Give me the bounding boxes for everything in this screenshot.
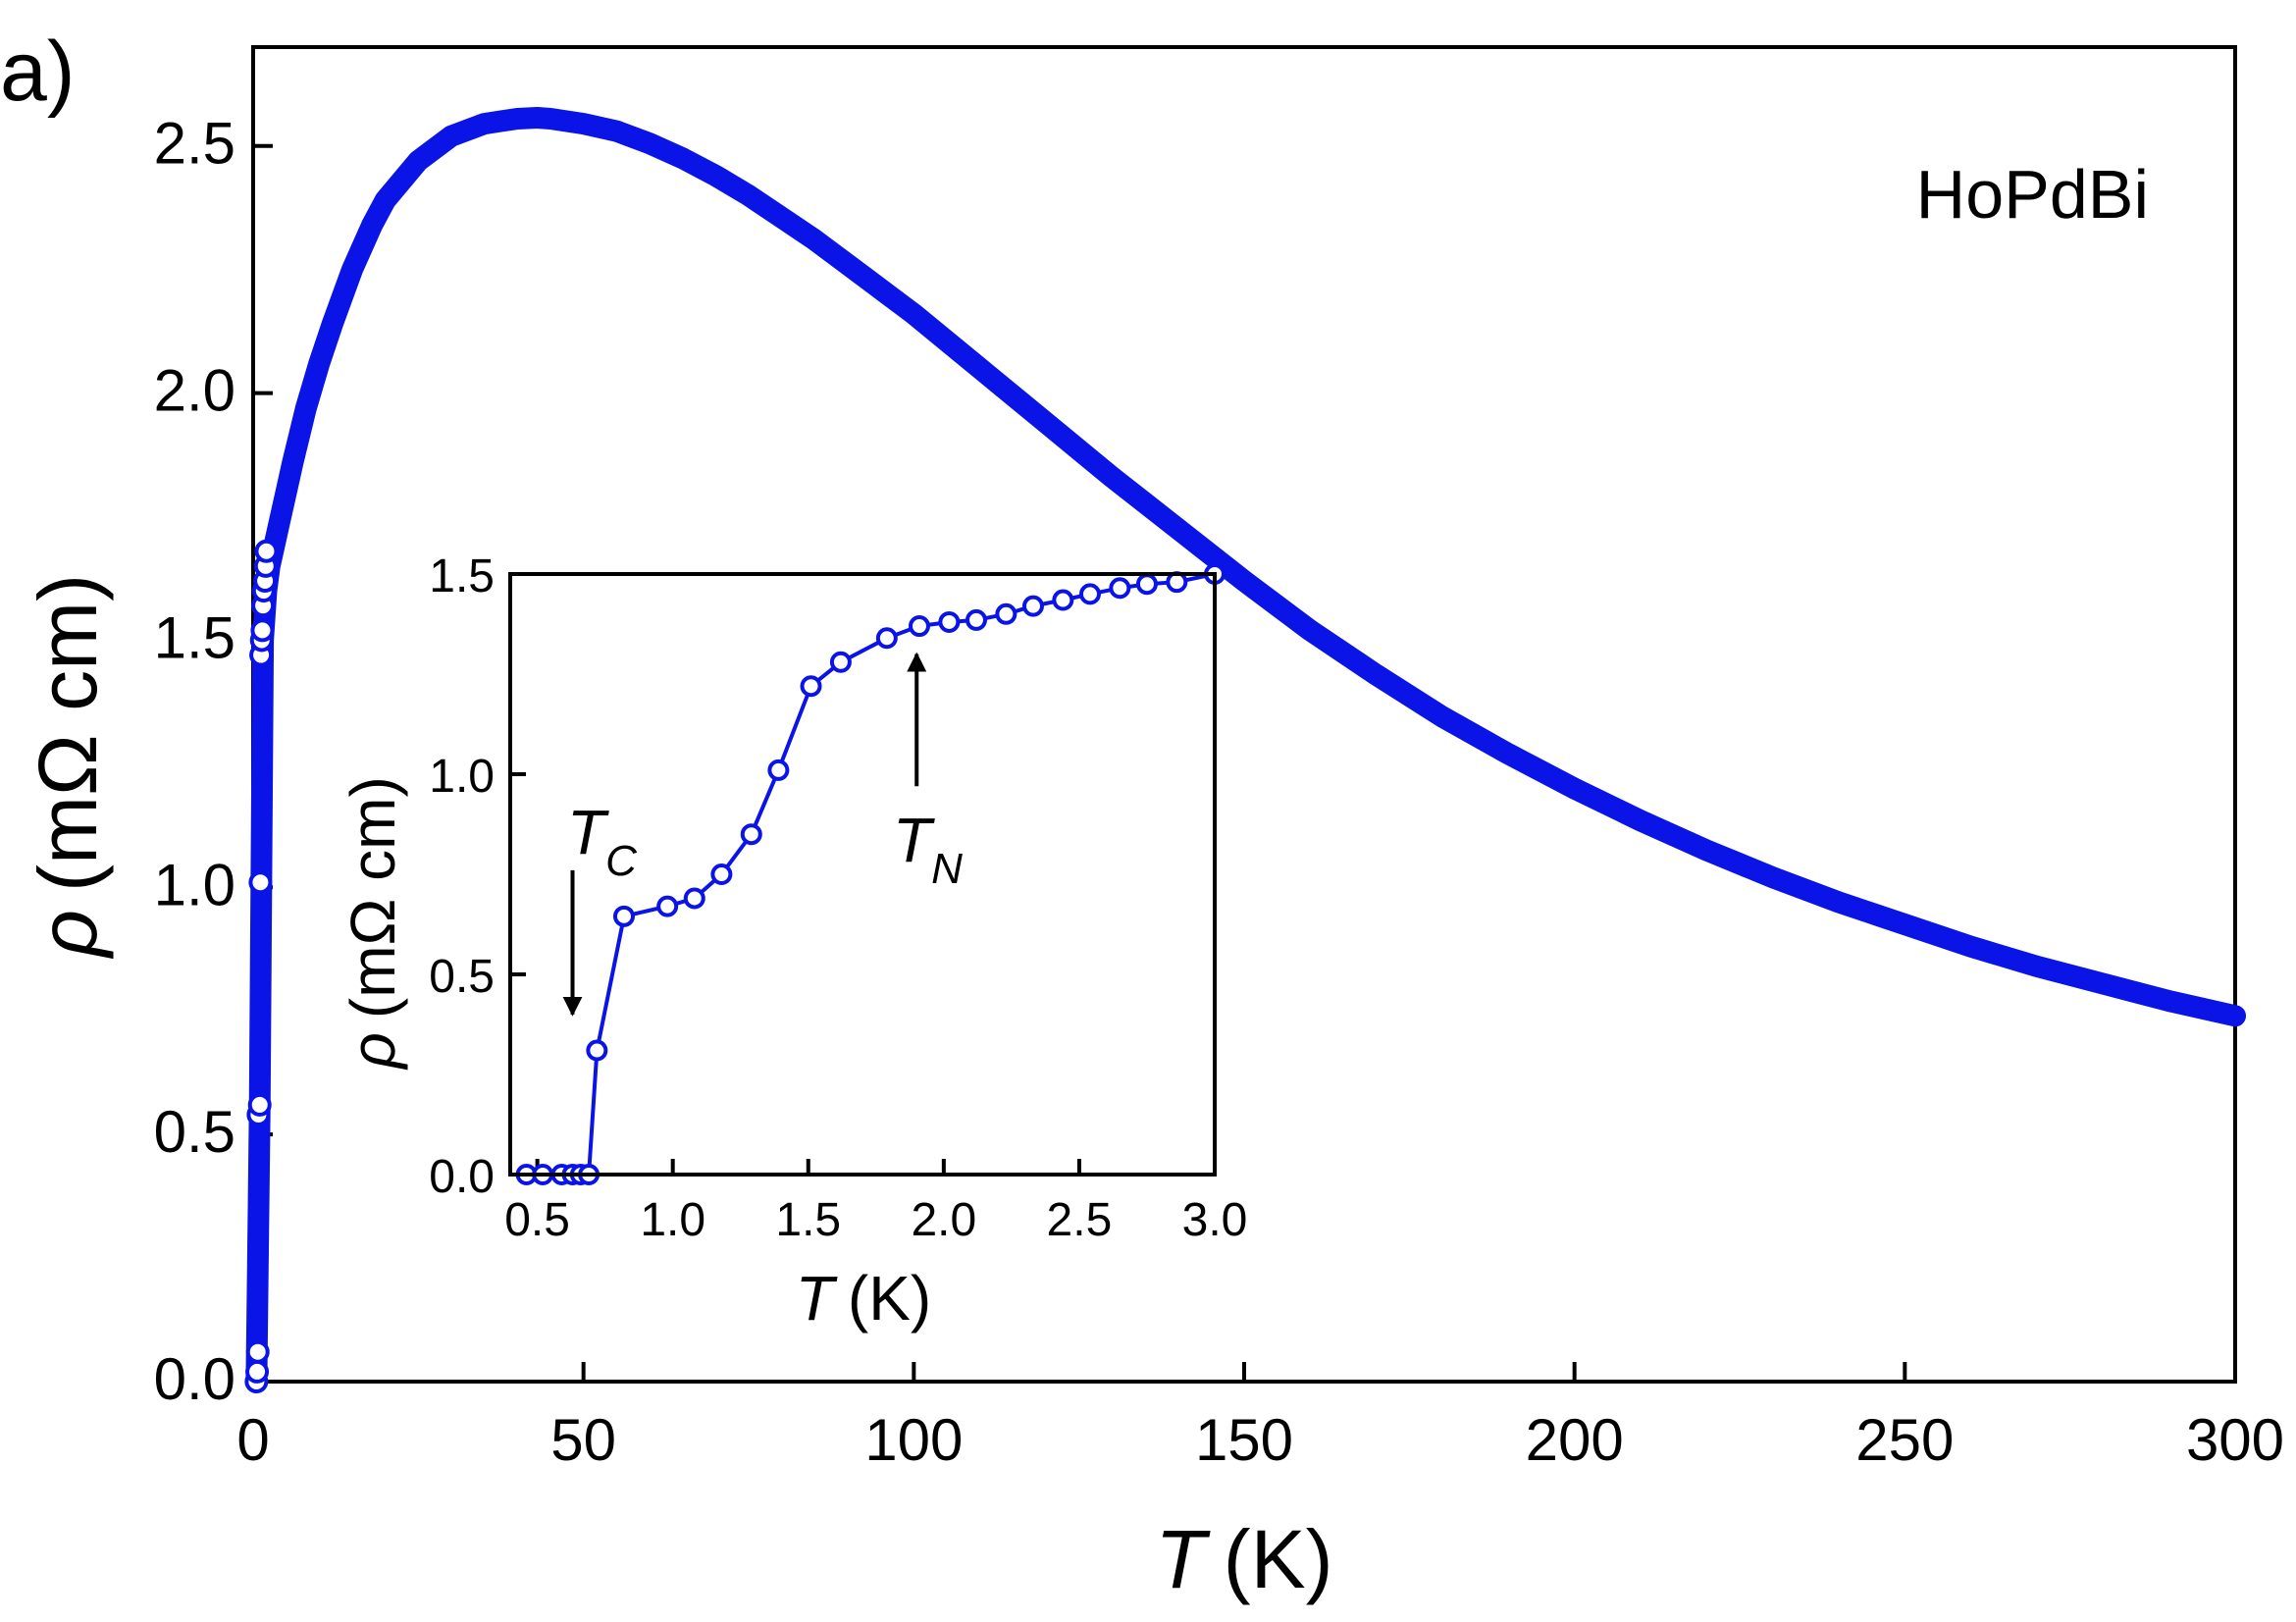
inset-x-tick-label: 1.5	[775, 1194, 841, 1246]
main-low-t-point	[248, 870, 273, 895]
inset-y-axis: 0.0 0.5 1.0 1.5	[429, 550, 526, 1203]
main-y-axis-var: ρ	[22, 910, 114, 960]
main-plot: 0 50 100 150 200 250 300 0.00.51.01.52.02.5 Ho…	[22, 45, 2284, 1605]
tn-annotation: TN	[893, 652, 963, 893]
inset-point	[1021, 595, 1044, 617]
inset-point	[1135, 573, 1158, 596]
inset-point	[938, 610, 961, 633]
main-y-tick-label: 1.5	[154, 604, 235, 670]
inset-point	[586, 1039, 608, 1062]
inset-y-tick-label: 0.0	[429, 1151, 495, 1203]
panel-label: a)	[0, 25, 75, 119]
inset-y-tick-label: 0.5	[429, 951, 495, 1003]
main-x-tick-label: 200	[1526, 1407, 1624, 1473]
main-y-tick-label: 0.5	[154, 1099, 235, 1165]
inset-point	[740, 823, 762, 846]
inset-x-tick-label: 1.0	[640, 1194, 705, 1246]
main-y-axis-title: ρ (mΩ cm)	[22, 574, 114, 960]
main-x-axis-title: T (K)	[1155, 1513, 1332, 1605]
inset-y-axis-unit: (mΩ cm)	[338, 776, 408, 1019]
main-x-tick-label: 100	[864, 1407, 963, 1473]
inset-y-axis-var: ρ	[338, 1032, 408, 1071]
inset-plot-background	[510, 574, 1215, 1175]
inset-point	[1052, 589, 1074, 611]
main-x-axis-unit: (K)	[1224, 1513, 1333, 1605]
inset-x-axis: 0.5 1.0 1.5 2.0 2.5 3.0	[504, 1159, 1247, 1246]
main-low-t-point	[250, 618, 275, 643]
inset-x-axis-unit: (K)	[848, 1263, 931, 1334]
inset-plot-frame	[508, 572, 1217, 1177]
inset-point	[767, 759, 790, 781]
inset-y-tick-label: 1.0	[429, 751, 495, 803]
main-y-axis-unit: (mΩ cm)	[22, 574, 114, 892]
inset-point	[1078, 583, 1101, 605]
tc-label: TC	[567, 797, 638, 885]
inset-x-tick-label: 3.0	[1182, 1194, 1248, 1246]
main-y-axis: 0.0 0.5 1.0 1.5 2.0 2.5	[154, 111, 273, 1412]
inset-x-tick-label: 2.5	[1047, 1194, 1113, 1246]
tn-subscript: N	[931, 845, 963, 893]
sample-label: HoPdBi	[1916, 156, 2149, 233]
inset-plot: 0.5 1.0 1.5 2.0 2.5 3.0 0.00.51.01.5 TC TN T(…	[338, 550, 1247, 1334]
main-y-tick-label: 1.0	[154, 852, 235, 917]
main-low-t-point	[245, 1359, 270, 1384]
main-low-t-points	[244, 539, 279, 1393]
inset-point	[710, 863, 733, 885]
main-x-axis: 0 50 100 150 200 250 300	[236, 1362, 2284, 1473]
main-x-tick-label: 50	[550, 1407, 616, 1473]
inset-point	[965, 608, 987, 631]
inset-x-axis-var: T	[796, 1263, 838, 1334]
main-low-t-point	[245, 1339, 270, 1364]
main-x-tick-label: 300	[2186, 1407, 2284, 1473]
tc-symbol: T	[567, 797, 609, 867]
inset-y-axis-title: ρ (mΩ cm)	[338, 776, 408, 1071]
inset-point	[1109, 577, 1131, 600]
inset-x-tick-label: 2.0	[911, 1194, 976, 1246]
inset-point	[656, 895, 679, 917]
main-y-tick-label: 2.0	[154, 358, 235, 424]
main-x-tick-label: 0	[236, 1407, 269, 1473]
inset-x-axis-title: T (K)	[796, 1263, 931, 1334]
main-low-t-point	[247, 1092, 272, 1117]
inset-point	[612, 905, 635, 927]
inset-point	[800, 675, 822, 698]
tn-symbol: T	[893, 805, 935, 875]
main-x-axis-var: T	[1155, 1513, 1211, 1605]
main-x-tick-label: 250	[1855, 1407, 1954, 1473]
tc-subscript: C	[605, 837, 638, 885]
main-x-tick-label: 150	[1195, 1407, 1293, 1473]
inset-point	[908, 615, 930, 638]
main-y-tick-label: 0.0	[154, 1346, 235, 1412]
tc-annotation: TC	[562, 797, 638, 1017]
inset-point	[995, 602, 1018, 625]
inset-point	[683, 887, 705, 910]
main-series-line	[245, 107, 2246, 1392]
inset-point	[875, 627, 898, 650]
main-low-t-point	[254, 539, 279, 563]
inset-x-tick-label: 0.5	[504, 1194, 570, 1246]
inset-point	[829, 651, 852, 673]
main-y-tick-label: 2.5	[154, 111, 235, 177]
tn-label: TN	[893, 805, 963, 893]
inset-y-tick-label: 1.5	[429, 550, 495, 602]
